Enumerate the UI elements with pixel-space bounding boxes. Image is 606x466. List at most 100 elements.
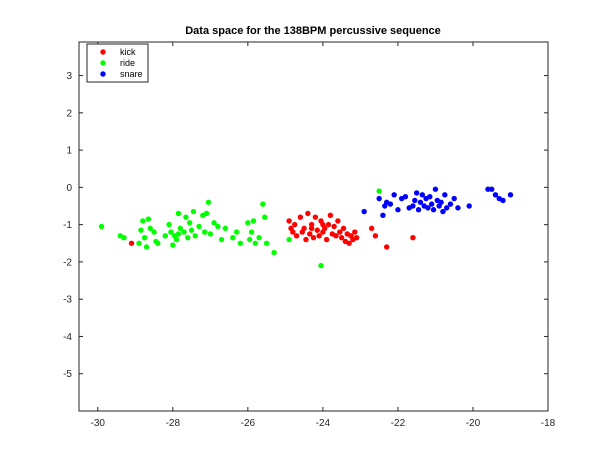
data-point-kick (325, 221, 332, 228)
data-point-snare (427, 193, 433, 200)
data-point-ride (318, 262, 324, 269)
data-point-kick (128, 240, 135, 246)
data-point-snare (443, 205, 450, 211)
y-tick-label: 2 (66, 108, 72, 119)
x-tick-label: -18 (541, 418, 556, 429)
x-tick-label: -24 (316, 418, 331, 429)
data-point-ride (175, 210, 182, 217)
data-point-ride (185, 234, 191, 241)
legend-marker-ride (100, 60, 106, 66)
data-point-snare (430, 207, 437, 213)
data-point-ride (230, 234, 236, 241)
data-point-snare (417, 199, 424, 205)
data-point-snare (500, 197, 506, 204)
data-point-ride (162, 233, 168, 239)
data-point-kick (312, 214, 319, 220)
data-point-ride (155, 240, 161, 246)
tick-labels: -30 -28 -26 -24 -22 -20 -18 3 2 1 0 -1 -2 -3 -4 -5 (63, 71, 556, 429)
data-point-ride (207, 231, 214, 237)
data-point-ride (186, 220, 193, 226)
data-point-snare (380, 212, 386, 219)
data-point-ride (136, 240, 142, 246)
data-point-kick (353, 234, 360, 241)
data-point-snare (428, 201, 435, 207)
y-tick-label: -2 (63, 257, 72, 268)
data-point-kick (383, 244, 390, 250)
data-point-ride (141, 234, 148, 241)
data-point-ride (211, 220, 217, 226)
data-point-kick (303, 236, 309, 243)
data-point-snare (440, 208, 446, 215)
data-point-kick (337, 229, 343, 235)
series-kick (128, 210, 416, 250)
data-point-ride (248, 229, 255, 235)
data-point-ride (145, 216, 152, 222)
series-snare (361, 186, 514, 219)
data-point-ride (215, 223, 221, 230)
data-point-snare (395, 207, 401, 213)
data-point-ride (263, 240, 270, 246)
data-point-snare (387, 201, 394, 207)
data-point-snare (402, 193, 409, 200)
legend-marker-kick (100, 49, 106, 55)
data-point-snare (432, 186, 439, 192)
data-point-snare (447, 201, 454, 207)
data-point-kick (293, 233, 300, 239)
data-point-ride (121, 234, 127, 241)
data-point-ride (262, 214, 268, 220)
data-point-snare (485, 186, 491, 192)
data-point-snare (413, 190, 420, 196)
data-point-ride (201, 229, 208, 235)
legend-marker-snare (100, 71, 106, 77)
data-point-ride (237, 240, 244, 246)
data-point-ride (188, 227, 195, 233)
data-point-kick (314, 227, 320, 233)
data-point-kick (346, 240, 352, 246)
data-point-kick (286, 218, 292, 224)
legend-box (86, 43, 149, 83)
data-point-kick (323, 236, 330, 243)
data-point-ride (256, 234, 262, 241)
data-point-snare (412, 197, 418, 204)
data-point-kick (338, 234, 345, 241)
data-point-ride (286, 236, 292, 243)
data-point-snare (507, 192, 514, 198)
data-point-kick (320, 221, 326, 228)
legend-label-snare: snare (120, 69, 143, 79)
data-point-ride (205, 199, 212, 205)
data-point-snare (489, 186, 495, 192)
x-tick-label: -28 (166, 418, 181, 429)
y-tick-label: 0 (66, 183, 72, 194)
data-point-snare (410, 203, 416, 209)
data-point-ride (143, 244, 150, 250)
data-point-ride (376, 188, 382, 194)
data-point-kick (292, 221, 298, 228)
data-point-ride (247, 236, 253, 243)
data-point-ride (166, 221, 172, 228)
data-point-kick (316, 233, 322, 239)
data-point-ride (222, 225, 229, 232)
data-point-snare (361, 208, 367, 215)
data-point-ride (138, 227, 144, 233)
data-point-ride (177, 225, 184, 232)
data-point-ride (183, 214, 189, 220)
data-point-ride (233, 229, 240, 235)
data-point-ride (192, 233, 199, 239)
data-point-snare (419, 192, 426, 198)
x-tick-label: -20 (466, 418, 481, 429)
data-point-snare (438, 199, 444, 205)
data-point-ride (271, 249, 277, 256)
chart-title: Data space for the 138BPM percussive seq… (185, 25, 441, 37)
data-point-ride (260, 201, 266, 207)
data-point-snare (376, 195, 382, 202)
data-point-kick (297, 214, 304, 220)
data-point-kick (372, 233, 379, 239)
data-point-ride (173, 236, 180, 243)
series-ride (98, 188, 382, 269)
data-point-ride (98, 223, 105, 230)
data-point-snare (455, 205, 461, 211)
data-point-kick (290, 229, 296, 235)
data-point-snare (415, 207, 422, 213)
